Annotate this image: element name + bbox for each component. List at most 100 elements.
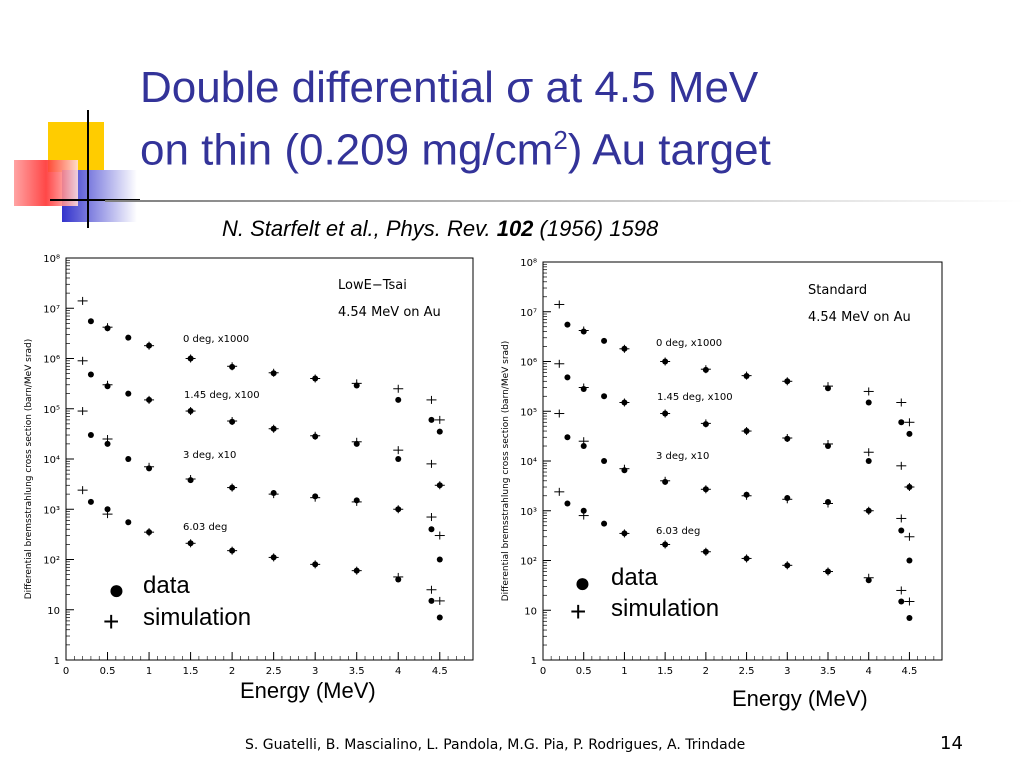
chart2-data-point [906,614,913,621]
chart1-data-point [428,526,435,533]
citation: N. Starfelt et al., Phys. Rev. 102 (1956… [222,216,658,242]
title-line-2-a: on thin (0.209 mg/cm [140,125,554,175]
chart1-xtick-label: 2.5 [266,666,282,677]
chart1-annotation: 4.54 MeV on Au [338,305,441,320]
chart2-curve-label: 0 deg, x1000 [656,338,722,349]
chart1-ytick-label: 1 [54,656,60,667]
chart2-data-point [898,419,905,426]
chart2-xtick-label: 2 [703,666,709,677]
chart2-data-point [906,430,913,437]
chart2-curve-label: 1.45 deg, x100 [657,392,733,403]
legend-data-label-right: data [611,564,658,591]
chart2-xtick-label: 4 [866,666,872,677]
legend-data-marker-right: ● [574,567,591,598]
chart1-xtick-label: 2 [229,666,235,677]
chart2-data-point [580,443,587,450]
chart2-ytick-label: 10⁴ [520,457,537,468]
chart1-ytick-label: 10⁷ [43,304,60,315]
chart2-ytick-label: 10 [524,606,537,617]
chart2-ytick-label: 10⁶ [520,358,537,369]
chart2-annotation: Standard [808,283,867,298]
chart2-data-point [898,598,905,605]
chart2-data-point [601,393,608,400]
chart1-ytick-label: 10⁵ [43,405,60,416]
chart1-ytick-label: 10⁴ [43,455,60,466]
chart1-curve-label: 1.45 deg, x100 [184,390,260,401]
legend-data-marker-left: ● [108,574,125,605]
chart1-data-point [125,456,132,462]
chart2-ytick-label: 1 [531,656,537,667]
chart1-ytick-label: 10³ [43,505,60,516]
chart1-data-point [87,432,94,439]
chart2-ytick-label: 10² [520,557,537,568]
chart2-xtick-label: 4.5 [901,666,917,677]
title-line-2-b: ) Au target [567,125,771,175]
slide-title: Double differential σ at 4.5 MeV on thin… [140,62,771,177]
chart2-curve-label: 6.03 deg [656,526,700,537]
citation-authors: N. Starfelt et al., Phys. Rev. [222,216,497,241]
chart1-ytick-label: 10⁶ [43,355,60,366]
legend-data-label-left: data [143,572,190,599]
title-line-1: Double differential σ at 4.5 MeV [140,63,759,112]
chart2-ytick-label: 10³ [520,507,537,518]
chart1-xtick-label: 4.5 [432,666,448,677]
chart1-data-point [125,519,132,526]
chart2-data-point [601,337,608,344]
legend-sim-marker-left: + [103,606,120,637]
chart1-xtick-label: 4 [395,666,401,677]
chart2-data-point [580,507,587,514]
title-line-2: on thin (0.209 mg/cm2) Au target [140,114,771,177]
x-axis-label-right: Energy (MeV) [732,686,868,711]
legend-sim-marker-right: + [570,596,587,627]
chart1-data-point [395,456,402,462]
chart1-ytick-label: 10 [47,606,60,617]
page-number: 14 [940,733,963,754]
chart1-curve-label: 3 deg, x10 [183,450,236,461]
chart1-xtick-label: 1 [146,666,152,677]
chart2-ylabel: Differential bremsstrahlung cross sectio… [501,341,511,602]
chart2-annotation: 4.54 MeV on Au [808,310,911,325]
chart1-curve-label: 0 deg, x1000 [183,334,249,345]
chart1-ylabel: Differential bremsstrahlung cross sectio… [24,339,34,600]
chart1-xtick-label: 0.5 [100,666,116,677]
chart1-data-point [436,614,443,621]
chart1-data-point [87,371,94,378]
title-rule [105,200,1024,202]
chart1-ytick-label: 10² [43,556,60,567]
slide-decoration [14,110,140,228]
chart1-xtick-label: 0 [63,666,69,677]
x-axis-label-left: Energy (MeV) [240,678,376,703]
chart1-data-point [436,556,443,563]
chart1-data-point [125,334,132,341]
legend-sim-label-left: simulation [143,604,252,631]
chart1-data-point [125,390,132,397]
chart1-data-point [104,440,111,447]
chart2-ytick-label: 10⁵ [520,407,537,418]
chart2-data-point [906,557,913,564]
chart2-data-point [898,527,905,534]
chart2-ytick-label: 10⁷ [520,308,537,319]
chart2-data-point [564,500,571,507]
chart1-data-point [428,597,435,604]
chart2-data-point [564,374,571,381]
chart2-xtick-label: 1 [621,666,627,677]
chart1-xtick-label: 1.5 [183,666,199,677]
chart2-curve-label: 3 deg, x10 [656,451,709,462]
chart1-data-point [428,416,435,423]
chart2-xtick-label: 1.5 [657,666,673,677]
chart2-data-point [601,520,608,527]
chart1-xtick-label: 3.5 [349,666,365,677]
deco-red-square [14,160,78,206]
chart2-data-point [564,434,571,441]
chart2-xtick-label: 2.5 [739,666,755,677]
chart1-data-point [436,428,443,435]
citation-year-page: (1956) 1598 [533,216,659,241]
chart2-data-point [865,399,872,406]
chart1-data-point [104,506,111,513]
chart2-data-point [865,458,872,464]
chart1-data-point [87,318,94,325]
chart2-xtick-label: 0 [540,666,546,677]
chart2-xtick-label: 3 [784,666,790,677]
citation-volume: 102 [496,216,534,241]
